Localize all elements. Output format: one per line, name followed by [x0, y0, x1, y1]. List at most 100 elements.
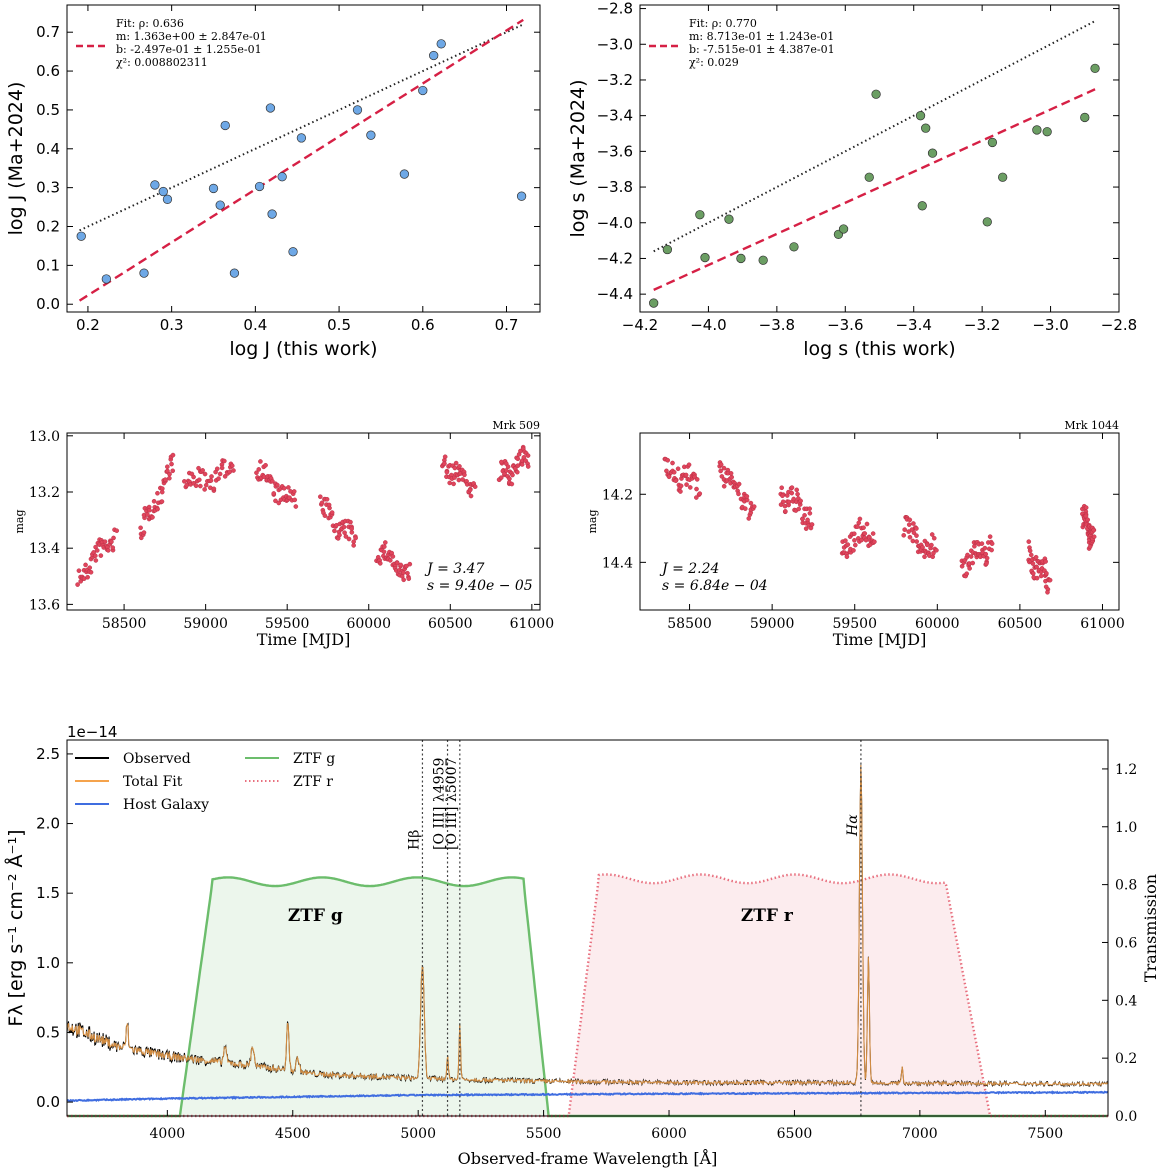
- panel-mrk1044-xtick-label: 59500: [832, 616, 877, 632]
- panel-logs-point: [987, 137, 998, 148]
- panel-mrk1044-point: [979, 541, 985, 546]
- panel-mrk509-point: [231, 468, 236, 473]
- panel-mrk1044-point: [852, 538, 857, 543]
- panel-mrk1044-point: [1038, 573, 1044, 579]
- panel-mrk509-point: [163, 477, 168, 482]
- panel-mrk1044-point: [910, 538, 916, 544]
- panel-mrk509-point: [388, 558, 393, 563]
- panel-mrk1044-point: [911, 530, 917, 536]
- panel-mrk1044-point: [809, 522, 815, 527]
- mrk509-s-annotation: s = 9.40e − 05: [427, 578, 533, 594]
- panel-logJ-xtick-label: 0.6: [411, 316, 435, 334]
- panel-mrk1044-point: [800, 516, 805, 522]
- panel-mrk1044-point: [989, 541, 995, 546]
- panel-mrk509-point: [167, 475, 172, 481]
- panel-mrk509-point: [229, 463, 235, 469]
- panel-logJ-point: [516, 191, 527, 201]
- panel-logJ-ytick-label: 0.3: [36, 179, 60, 197]
- panel-mrk509-point: [88, 569, 94, 575]
- panel-mrk1044-point: [989, 547, 994, 553]
- panel-logJ-point: [265, 103, 276, 113]
- panel-mrk509: 58500 59000 59500 60000 60500 61000 13.0 13.2 13…: [13, 419, 554, 649]
- panel-mrk509-point: [150, 514, 155, 520]
- panel-mrk509-point: [329, 510, 335, 515]
- panel-mrk1044-point: [929, 532, 935, 537]
- spectrum-y2tick-label: 0.8: [1115, 878, 1137, 894]
- emission-line-label: Hα: [845, 814, 861, 837]
- spectrum-ytick-label: 2.0: [36, 815, 60, 833]
- panel-logJ-point: [162, 194, 173, 204]
- panel-logs-ylabel: log s (Ma+2024): [567, 79, 589, 237]
- panel-mrk509-point: [203, 482, 209, 488]
- panel-mrk509-point: [93, 553, 98, 559]
- panel-mrk509-point: [467, 487, 473, 493]
- spectrum-legend-label: Host Galaxy: [123, 797, 209, 813]
- panel-mrk1044-point: [729, 474, 734, 480]
- panel-mrk1044-point: [914, 533, 919, 538]
- panel-mrk509-point: [256, 467, 262, 472]
- panel-mrk1044-title: Mrk 1044: [1064, 419, 1119, 432]
- panel-mrk509-point: [515, 456, 521, 462]
- mrk1044-J-annotation: J = 2.24: [659, 561, 719, 577]
- spectrum-y2tick-label: 0.0: [1115, 1109, 1137, 1125]
- panel-mrk509-point: [324, 496, 330, 502]
- panel-mrk1044-xtick-label: 58500: [667, 616, 712, 632]
- panel-logJ-point: [436, 39, 446, 49]
- panel-mrk1044-ytick-label: 14.2: [602, 487, 633, 503]
- panel-mrk1044-point: [666, 474, 672, 480]
- panel-logJ-point: [215, 200, 225, 210]
- panel-logs-frame: [639, 4, 1120, 313]
- panel-mrk509-point: [337, 532, 342, 538]
- panel-logs-xtick-label: −3.8: [759, 316, 795, 334]
- panel-mrk1044-point: [697, 491, 703, 496]
- panel-mrk509-point: [381, 549, 387, 555]
- panel-mrk509-point: [499, 459, 504, 465]
- spectrum-ytick-label: 0.0: [36, 1093, 60, 1111]
- panel-mrk1044-point: [780, 493, 785, 499]
- panel-mrk509-xlabel: Time [MJD]: [257, 630, 351, 649]
- panel-mrk509-point: [208, 478, 214, 483]
- panel-logJ-point: [220, 120, 230, 131]
- panel-mrk1044-point: [780, 499, 786, 505]
- panel-mrk1044-xtick-label: 60500: [998, 616, 1043, 632]
- panel-logs-xlabel: log s (this work): [803, 338, 955, 360]
- ztf-g-band-label: ZTF g: [288, 906, 343, 926]
- panel-mrk1044-point: [972, 544, 977, 549]
- panel-mrk1044-ylabel: mag: [586, 509, 599, 533]
- panel-logs-point: [838, 224, 849, 234]
- panel-mrk509-point: [382, 544, 387, 549]
- panel-mrk509-point: [275, 482, 280, 488]
- panel-mrk509-point: [509, 481, 515, 487]
- panel-logs-point: [921, 123, 931, 133]
- panel-logJ-point: [296, 133, 307, 143]
- panel-logs-ytick-label: −3.8: [597, 178, 633, 196]
- panel-mrk1044-point: [786, 499, 792, 505]
- panel-mrk509-point: [138, 525, 143, 531]
- panel-mrk509-point: [273, 498, 278, 504]
- panel-logs-xtick-label: −3.6: [827, 316, 863, 334]
- panel-logJ-legend-text: Fit: ρ: 0.636: [116, 17, 184, 30]
- panel-mrk509-xtick-label: 59000: [183, 616, 228, 632]
- panel-logs-legend-text: Fit: ρ: 0.770: [689, 17, 757, 30]
- panel-mrk509-point: [214, 466, 220, 472]
- panel-logs-xtick-label: −3.0: [1032, 316, 1068, 334]
- panel-mrk1044-point: [802, 513, 807, 518]
- panel-mrk1044-point: [843, 538, 848, 543]
- total-fit-line: [66, 764, 1109, 1087]
- panel-mrk509-point: [276, 500, 282, 506]
- spectrum-xtick-label: 6000: [651, 1126, 687, 1142]
- panel-mrk509-point: [498, 475, 504, 480]
- panel-mrk509-point: [147, 507, 152, 513]
- panel-mrk509-point: [200, 468, 205, 473]
- panel-mrk509-point: [286, 485, 291, 490]
- panel-mrk1044-point: [851, 548, 856, 553]
- panel-mrk1044-point: [931, 535, 937, 541]
- panel-mrk509-point: [447, 480, 452, 486]
- panel-mrk1044-point: [1083, 505, 1089, 510]
- panel-mrk1044-point: [743, 506, 748, 511]
- panel-mrk1044-point: [736, 491, 741, 497]
- panel-mrk509-point: [343, 534, 349, 539]
- panel-mrk509-ytick-label: 13.2: [29, 485, 60, 501]
- panel-mrk509-point: [182, 479, 187, 484]
- panel-mrk509-point: [460, 477, 465, 482]
